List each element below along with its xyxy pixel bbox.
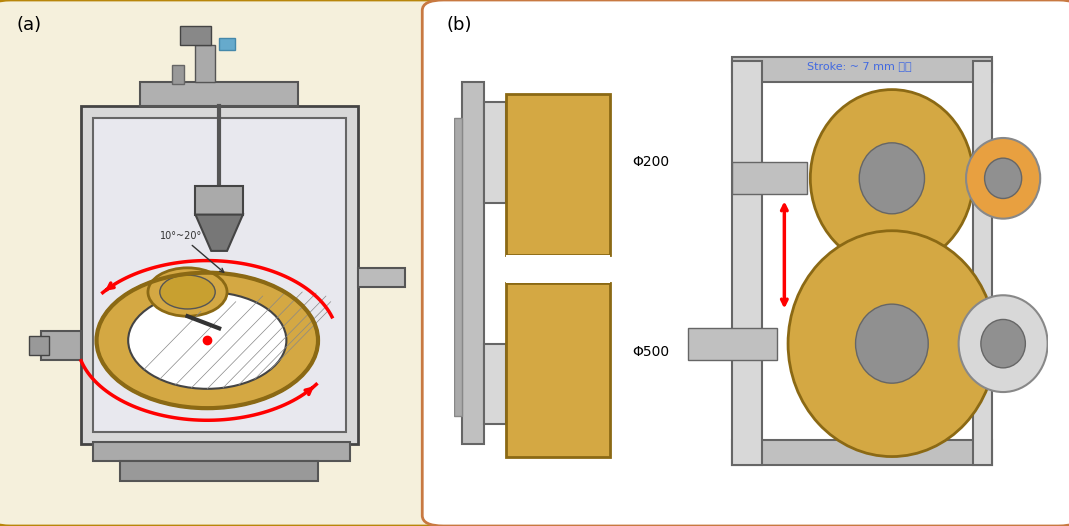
Polygon shape: [196, 215, 243, 251]
Bar: [357, 268, 405, 287]
Bar: [196, 45, 215, 82]
Circle shape: [959, 295, 1048, 392]
Text: (a): (a): [16, 16, 42, 34]
Bar: [29, 336, 49, 355]
Bar: [454, 118, 462, 416]
Circle shape: [788, 231, 995, 457]
FancyBboxPatch shape: [0, 0, 449, 526]
Bar: [974, 62, 992, 464]
Bar: [219, 38, 235, 50]
Bar: [507, 94, 610, 255]
Circle shape: [985, 158, 1022, 198]
Circle shape: [160, 275, 215, 309]
Bar: [732, 162, 807, 195]
Bar: [93, 118, 345, 432]
Bar: [93, 442, 350, 461]
Circle shape: [96, 272, 319, 408]
Circle shape: [148, 268, 227, 316]
Bar: [732, 62, 762, 464]
Text: Φ500: Φ500: [633, 345, 669, 359]
Bar: [140, 82, 298, 106]
Bar: [462, 82, 484, 444]
Circle shape: [859, 143, 925, 214]
Bar: [507, 255, 610, 283]
Text: (b): (b): [447, 16, 472, 34]
Bar: [41, 331, 81, 360]
Text: Φ200: Φ200: [633, 155, 669, 169]
Circle shape: [128, 292, 286, 389]
Text: Stroke: ~ 7 mm 내외: Stroke: ~ 7 mm 내외: [807, 62, 911, 72]
Bar: [688, 328, 777, 360]
Circle shape: [855, 304, 928, 383]
Circle shape: [981, 319, 1025, 368]
Bar: [81, 106, 357, 444]
Bar: [172, 65, 184, 84]
Circle shape: [966, 138, 1040, 219]
Bar: [180, 26, 212, 45]
FancyBboxPatch shape: [422, 0, 1069, 526]
Bar: [120, 461, 319, 481]
Bar: [484, 102, 507, 203]
Bar: [732, 440, 992, 464]
Bar: [507, 283, 610, 457]
Text: 10°~20°: 10°~20°: [160, 231, 223, 272]
Bar: [196, 186, 243, 215]
Circle shape: [810, 89, 974, 267]
Bar: [484, 343, 507, 424]
Bar: [732, 57, 992, 82]
